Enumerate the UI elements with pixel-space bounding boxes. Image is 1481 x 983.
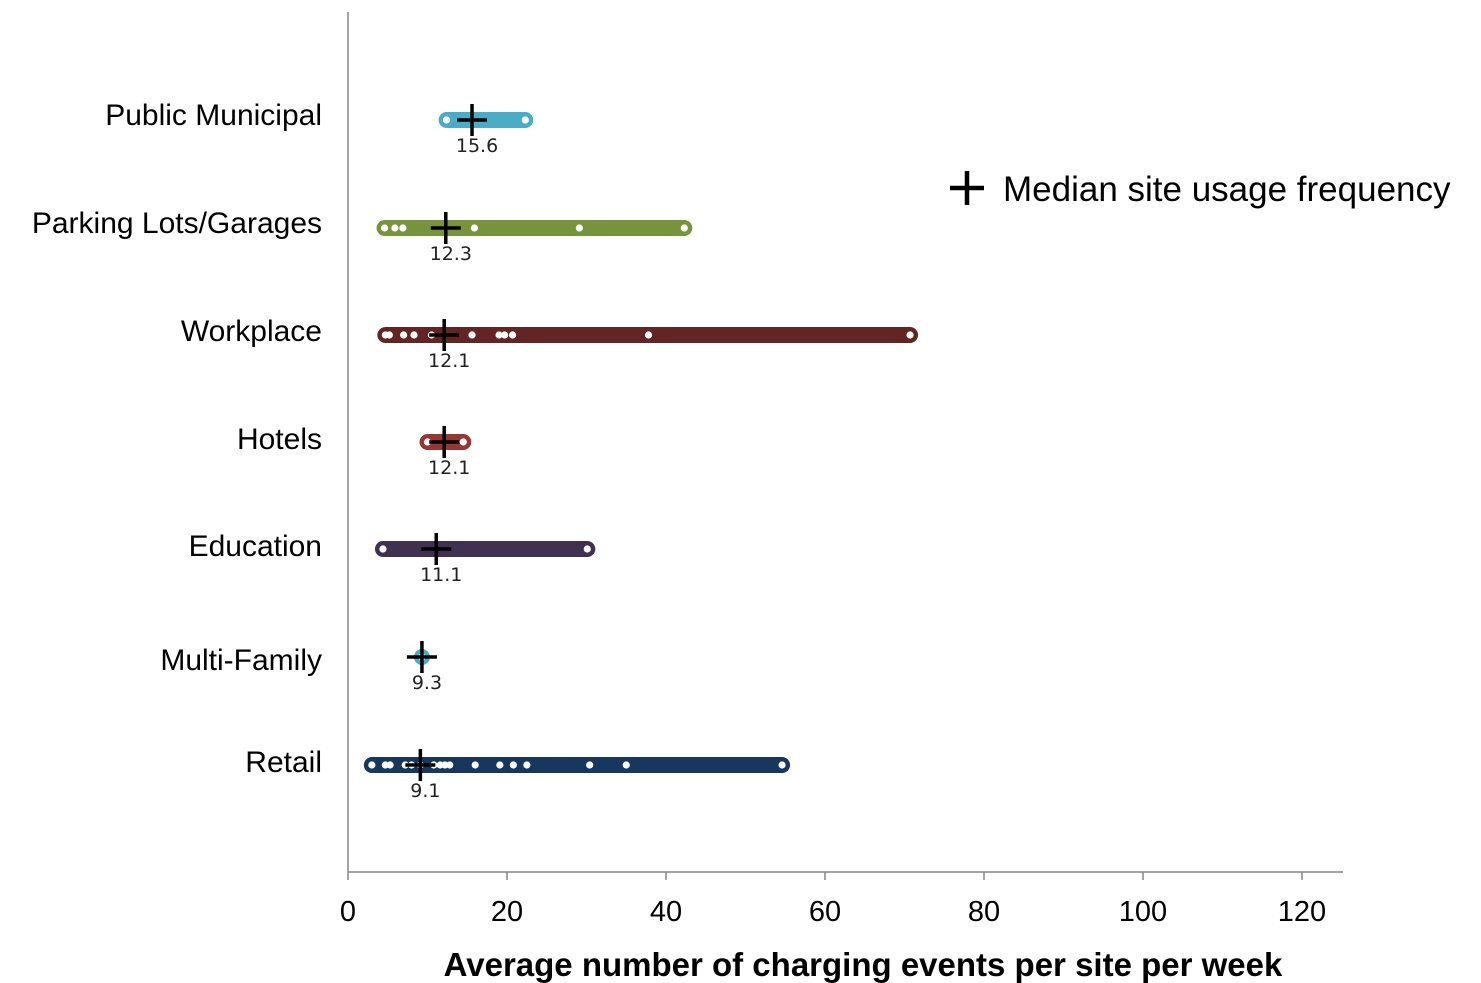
data-point xyxy=(509,761,517,769)
data-point xyxy=(470,224,479,232)
data-point xyxy=(399,224,407,232)
data-point xyxy=(401,761,409,769)
x-tick-label: 40 xyxy=(650,896,682,928)
median-value-label: 11.1 xyxy=(420,564,462,586)
legend: Median site usage frequency xyxy=(950,170,1451,209)
data-point xyxy=(385,331,393,339)
data-point xyxy=(501,331,509,339)
data-point xyxy=(471,761,479,769)
series-hotels: Hotels 12.1 xyxy=(237,423,472,479)
data-point xyxy=(442,116,451,124)
category-label: Workplace xyxy=(181,315,322,348)
data-point xyxy=(680,224,688,232)
category-label: Hotels xyxy=(237,423,322,456)
x-axis-title: Average number of charging events per si… xyxy=(444,946,1283,983)
data-point xyxy=(379,545,387,553)
data-point xyxy=(583,545,591,553)
x-tick-label: 80 xyxy=(968,896,1000,928)
category-label: Education xyxy=(189,530,322,563)
x-tick-label: 0 xyxy=(340,896,356,928)
data-point xyxy=(508,331,517,339)
data-point xyxy=(368,761,376,769)
median-value-label: 15.6 xyxy=(456,135,498,157)
data-point xyxy=(575,224,583,232)
x-tick-label: 120 xyxy=(1278,896,1326,928)
data-point xyxy=(446,761,454,769)
legend-label: Median site usage frequency xyxy=(1003,170,1451,209)
plot-area: Public Municipal 15.6 Parking Lots/Garages… xyxy=(32,99,919,802)
series-parking-lots-garages: Parking Lots/Garages 12.3 xyxy=(32,207,693,265)
data-point xyxy=(391,224,399,232)
axes xyxy=(347,12,1343,873)
data-point xyxy=(906,331,914,339)
data-point xyxy=(495,331,503,339)
data-point xyxy=(468,331,476,339)
x-tick-label: 60 xyxy=(809,896,841,928)
data-point xyxy=(644,331,653,339)
median-value-label: 12.1 xyxy=(428,457,470,479)
data-point xyxy=(778,761,786,769)
series-retail: Retail 9.1 xyxy=(245,746,791,802)
data-point xyxy=(386,761,394,769)
x-ticks: 0 20 40 60 80 100 120 xyxy=(340,872,1326,928)
median-value-label: 9.3 xyxy=(412,672,442,694)
series-multi-family: Multi-Family 9.3 xyxy=(160,641,442,694)
series-education: Education 11.1 xyxy=(189,530,596,586)
median-value-label: 12.3 xyxy=(430,243,472,265)
data-point xyxy=(400,331,408,339)
data-point xyxy=(622,761,630,769)
category-label: Retail xyxy=(245,746,322,779)
data-point xyxy=(496,761,504,769)
x-tick-label: 100 xyxy=(1119,896,1167,928)
series-workplace: Workplace 12.1 xyxy=(181,315,919,372)
data-point xyxy=(586,761,594,769)
data-point xyxy=(459,438,467,446)
data-point xyxy=(410,331,418,339)
data-point xyxy=(380,224,389,232)
data-point xyxy=(523,761,531,769)
series-public-municipal: Public Municipal 15.6 xyxy=(105,99,534,157)
median-value-label: 9.1 xyxy=(410,780,440,802)
category-label: Public Municipal xyxy=(105,99,322,132)
x-tick-label: 20 xyxy=(491,896,523,928)
data-point xyxy=(521,116,529,124)
data-point xyxy=(423,438,432,446)
category-label: Parking Lots/Garages xyxy=(32,207,322,240)
category-label: Multi-Family xyxy=(160,644,322,677)
median-value-label: 12.1 xyxy=(428,350,470,372)
